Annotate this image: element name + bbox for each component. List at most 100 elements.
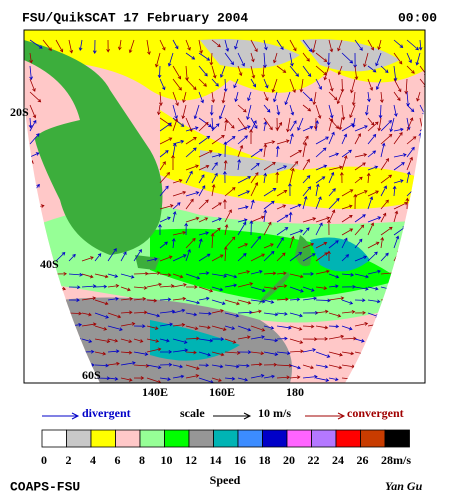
wind-arrow [181,104,187,120]
wind-arrow [211,377,222,382]
wind-arrow [29,338,42,343]
wind-arrow [263,299,275,304]
wind-arrow [29,255,39,262]
wind-arrow [271,78,278,93]
wind-arrow [289,297,301,302]
wind-arrow [185,374,200,379]
wind-arrow [406,39,419,51]
wind-arrow [250,335,265,340]
wind-arrow [29,78,36,92]
wind-arrow [250,362,263,367]
wind-arrow [29,133,40,145]
colorbar-label: Speed [210,473,241,487]
wind-arrow [275,171,280,184]
wind-arrow [380,174,393,184]
wind-arrow [42,311,54,316]
wind-arrow [276,336,288,341]
wind-arrow [263,271,277,276]
wind-arrow [218,104,226,120]
wind-arrow [29,152,40,158]
wind-arrow [211,273,228,278]
wind-arrow [158,223,162,236]
wind-arrow [211,254,224,262]
lon-label: 180 [286,385,304,399]
wind-arrow [224,364,240,369]
wind-arrow [276,325,292,330]
wind-arrow [211,351,225,357]
wind-arrow [198,363,210,368]
wind-arrow [29,350,40,355]
wind-arrow [418,156,423,171]
wind-arrow [302,175,311,184]
wind-arrow [263,351,279,356]
wind-arrow [380,158,390,171]
wind-arrow [42,361,58,366]
wind-arrow [211,364,224,369]
wind-arrow [367,299,381,304]
map-frame [23,29,426,384]
wind-arrow [223,198,227,210]
wind-arrow [29,364,42,369]
wind-arrow [120,350,133,355]
wind-arrow [94,273,109,279]
wind-arrow [315,286,328,290]
wind-arrow [302,296,318,301]
wind-arrow [237,205,249,210]
wind-arrow [315,183,320,197]
wind-arrow [172,179,183,184]
wind-arrow [172,142,177,158]
wind-arrow [172,139,185,145]
wind-arrow [299,78,304,93]
wind-arrow [233,78,239,89]
wind-arrow [302,253,316,262]
wind-arrow [263,121,268,132]
wind-arrow [367,150,377,158]
wind-arrow [250,235,261,249]
wind-arrow [363,52,369,68]
wind-arrow [198,185,206,197]
wind-arrow [159,297,172,302]
wind-arrow [328,351,343,357]
wind-arrow [42,338,58,344]
wind-arrow [315,164,328,171]
wind-arrow [263,250,275,262]
wind-arrow [341,299,354,305]
wind-arrow [198,135,211,145]
wind-arrow [272,52,278,64]
wind-arrow [68,253,76,262]
wind-arrow [55,39,64,53]
wind-arrow [276,104,281,116]
wind-arrow [276,375,291,380]
wind-arrow [417,185,422,197]
wind-arrow [107,338,119,343]
wind-arrow [237,243,249,249]
wind-arrow [328,39,334,53]
wind-arrow [393,91,401,102]
wind-arrow [367,165,379,171]
wind-arrow [349,104,356,119]
wind-arrow [353,193,358,210]
wind-arrow [172,117,185,127]
wind-arrow [224,338,237,344]
wind-arrow [302,65,312,78]
wind-arrow [146,271,161,275]
wind-arrow [185,248,191,262]
wind-arrow [393,162,405,171]
wind-arrow [29,228,41,236]
colorbar-tick-label: 12 [185,453,197,467]
wind-arrow [406,52,412,64]
colorbar-box [90,429,116,448]
wind-arrow [276,121,283,132]
wind-arrow [302,364,314,370]
wind-arrow [182,91,187,104]
wind-arrow [94,312,110,319]
wind-arrow [29,297,44,301]
wind-arrow [367,133,377,145]
wind-arrow [198,65,208,77]
wind-arrow [237,52,245,67]
wind-arrow [250,182,259,197]
wind-arrow [172,211,177,223]
wind-arrow [393,131,403,145]
wind-arrow [328,364,343,370]
wind-arrow [302,217,317,223]
